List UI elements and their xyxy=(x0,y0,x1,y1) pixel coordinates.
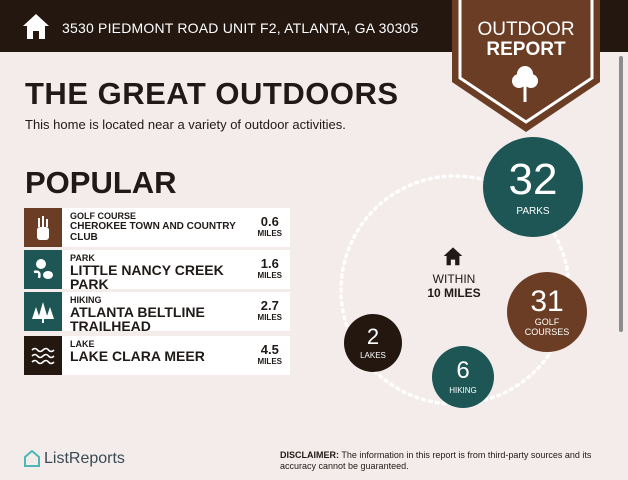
list-item[interactable]: LAKE LAKE CLARA MEER 4.5 MILES xyxy=(24,336,290,375)
park-icon xyxy=(24,250,62,289)
badge-line1: OUTDOOR xyxy=(477,19,575,40)
hiking-count-circle: 6 HIKING xyxy=(432,346,494,408)
home-icon xyxy=(23,14,49,39)
scrollbar[interactable] xyxy=(619,56,623,332)
within-label: WITHIN 10 MILES xyxy=(427,272,481,300)
trees-icon xyxy=(24,292,62,331)
lakes-count-circle: 2 LAKES xyxy=(344,314,402,372)
item-distance: 4.5 MILES xyxy=(257,342,282,366)
item-distance: 0.6 MILES xyxy=(257,214,282,238)
golf-bag-icon xyxy=(24,208,62,247)
item-name: CHEROKEE TOWN AND COUNTRY CLUB xyxy=(70,221,236,243)
item-name: LAKE CLARA MEER xyxy=(70,348,205,364)
page-subtitle: This home is located near a variety of o… xyxy=(25,117,346,132)
item-category: GOLF COURSE xyxy=(70,211,137,221)
logo-icon xyxy=(24,450,40,467)
property-address: 3530 PIEDMONT ROAD UNIT F2, ATLANTA, GA … xyxy=(62,20,419,36)
list-item[interactable]: HIKING ATLANTA BELTLINE TRAILHEAD 2.7 MIL… xyxy=(24,292,290,334)
list-item[interactable]: PARK LITTLE NANCY CREEK PARK 1.6 MILES xyxy=(24,250,290,292)
parks-count-circle: 32 PARKS xyxy=(483,137,583,237)
listreports-logo: ListReports xyxy=(24,450,125,468)
item-distance: 2.7 MILES xyxy=(257,298,282,322)
item-category: LAKE xyxy=(70,339,95,349)
item-distance: 1.6 MILES xyxy=(257,256,282,280)
item-category: HIKING xyxy=(70,295,102,305)
item-name: ATLANTA BELTLINE TRAILHEAD xyxy=(70,304,205,334)
badge-line2: REPORT xyxy=(486,39,566,60)
outdoor-report-badge xyxy=(452,0,600,132)
tree-icon xyxy=(512,66,538,102)
popular-heading: POPULAR xyxy=(25,165,177,200)
list-item[interactable]: GOLF COURSE CHEROKEE TOWN AND COUNTRY CL… xyxy=(24,208,290,247)
golf-count-circle: 31 GOLF COURSES xyxy=(507,272,587,352)
page-title: THE GREAT OUTDOORS xyxy=(25,76,399,111)
item-category: PARK xyxy=(70,253,95,263)
home-icon xyxy=(443,247,463,266)
waves-icon xyxy=(24,336,62,375)
item-name: LITTLE NANCY CREEK PARK xyxy=(70,262,224,292)
disclaimer: DISCLAIMER: The information in this repo… xyxy=(280,450,592,471)
